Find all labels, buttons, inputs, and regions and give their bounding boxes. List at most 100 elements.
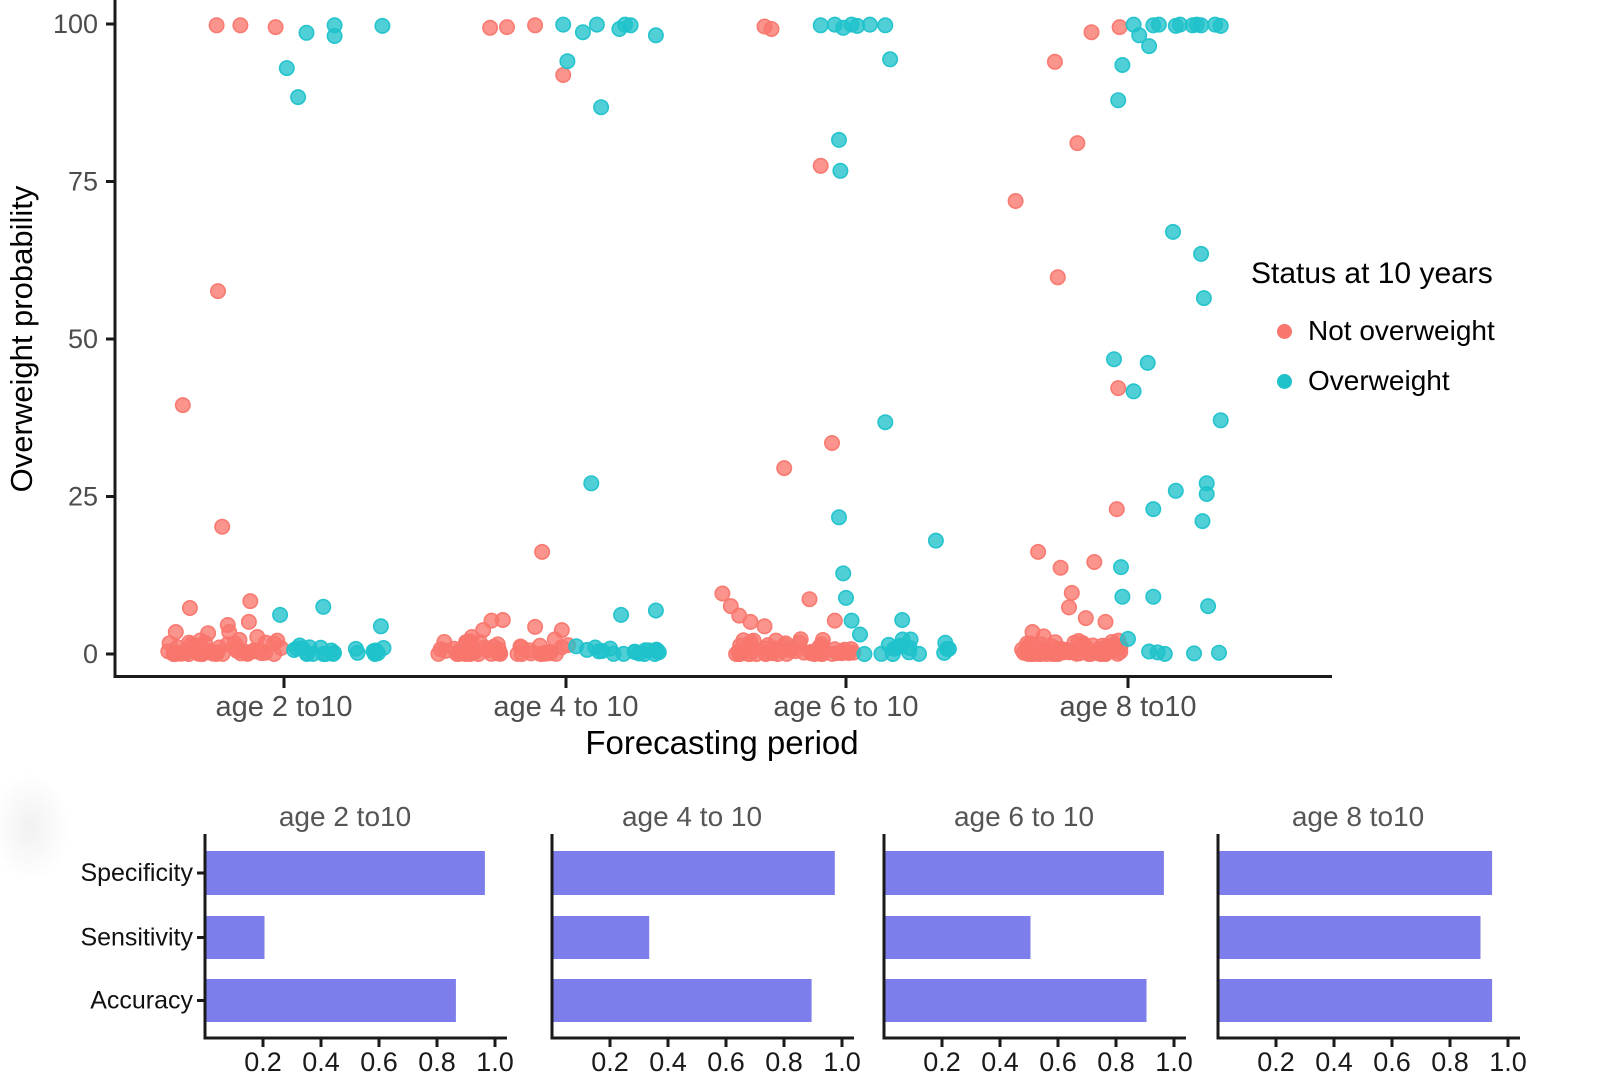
scatter-point-not-overweight	[768, 640, 785, 657]
scatter-point-not-overweight	[1029, 645, 1046, 662]
scatter-point-overweight	[568, 638, 585, 655]
panel-x-tick-label: 0.8	[1097, 1047, 1135, 1077]
scatter-point-overweight	[301, 639, 318, 656]
scatter-point-overweight	[1139, 354, 1156, 371]
scatter-point-not-overweight	[200, 625, 217, 642]
scatter-point-not-overweight	[812, 157, 829, 174]
scatter-point-overweight	[574, 24, 591, 41]
legend: Status at 10 years Not overweight Overwe…	[1251, 256, 1495, 406]
scatter-point-not-overweight	[167, 645, 184, 662]
metric-bar-accuracy	[1219, 979, 1493, 1022]
panel-x-tick-label: 0.4	[649, 1047, 687, 1077]
scatter-point-overweight	[1165, 223, 1182, 240]
bar-panel: age 4 to 10 0.2 0.4 0.6 0.8 1.0	[550, 801, 861, 1077]
scatter-point-not-overweight	[242, 593, 259, 610]
panel-x-tick-label: 0.2	[923, 1047, 961, 1077]
scatter-point-overweight	[1200, 598, 1217, 615]
scatter-point-not-overweight	[208, 17, 225, 34]
scatter-point-not-overweight	[1080, 645, 1097, 662]
scatter-point-not-overweight	[249, 628, 266, 645]
scatter-point-overweight	[927, 532, 944, 549]
scatter-point-not-overweight	[214, 518, 231, 535]
scatter-point-not-overweight	[210, 283, 227, 300]
scatter-point-overweight	[647, 602, 664, 619]
scatter-point-overweight	[1186, 645, 1203, 662]
scatter-point-overweight	[278, 60, 295, 77]
panel-x-tick-label: 0.8	[765, 1047, 803, 1077]
scatter-point-overweight	[1150, 16, 1167, 33]
scatter-point-overweight	[647, 27, 664, 44]
scatter-point-not-overweight	[1046, 53, 1063, 70]
panel-x-tick-label: 0.2	[1257, 1047, 1295, 1077]
legend-item-label-not-overweight: Not overweight	[1308, 315, 1495, 346]
scatter-point-overweight	[605, 645, 622, 662]
scatter-point-overweight	[830, 509, 847, 526]
metric-bar-specificity	[553, 851, 835, 895]
scatter-point-not-overweight	[1035, 628, 1052, 645]
panel-x-tick-label: 0.6	[707, 1047, 745, 1077]
scatter-point-not-overweight	[174, 397, 191, 414]
y-tick-label: 100	[53, 9, 98, 39]
metric-bar-sensitivity	[1219, 916, 1481, 959]
metric-bar-accuracy	[885, 979, 1147, 1022]
y-tick-label: 75	[68, 167, 98, 197]
scatter-point-overweight	[326, 27, 343, 44]
x-category-label: age 2 to10	[215, 691, 352, 723]
scatter-point-overweight	[298, 24, 315, 41]
scatter-point-overweight	[1212, 412, 1229, 429]
scatter-point-overweight	[851, 626, 868, 643]
bar-panel: age 8 to10 0.2 0.4 0.6 0.8 1.0	[1216, 801, 1527, 1077]
scatter-point-overweight	[1167, 482, 1184, 499]
legend-title: Status at 10 years	[1251, 257, 1493, 290]
y-tick-label: 0	[83, 639, 98, 669]
panel-x-tick-label: 1.0	[1489, 1047, 1527, 1077]
scatter-point-not-overweight	[1049, 269, 1066, 286]
scatter-point-overweight	[1145, 588, 1162, 605]
scatter-point-overweight	[613, 606, 630, 623]
scatter-point-overweight	[347, 640, 364, 657]
scatter-point-overweight	[622, 17, 639, 34]
scatter-point-not-overweight	[1052, 643, 1069, 660]
scatter-point-not-overweight	[167, 623, 184, 640]
scatter-point-not-overweight	[742, 613, 759, 630]
scatter-point-overweight	[315, 598, 332, 615]
scatter-point-overweight	[1145, 501, 1162, 518]
legend-item-not-overweight: Not overweight	[1251, 306, 1495, 356]
bar-panel-title: age 2 to10	[279, 801, 411, 832]
row-label-accuracy: Accuracy	[90, 987, 193, 1015]
scatter-point-not-overweight	[1063, 584, 1080, 601]
scatter-point-overweight	[812, 17, 829, 34]
panel-x-tick-label: 0.4	[302, 1047, 340, 1077]
panel-x-tick-label: 1.0	[1155, 1047, 1193, 1077]
scatter-point-overweight	[1110, 92, 1127, 109]
scatter-point-not-overweight	[1061, 599, 1078, 616]
scatter-point-not-overweight	[214, 645, 231, 662]
scatter-point-overweight	[1125, 383, 1142, 400]
scatter-point-overweight	[272, 606, 289, 623]
scatter-point-overweight	[1106, 351, 1123, 368]
scatter-point-not-overweight	[240, 613, 257, 630]
scatter-point-not-overweight	[763, 20, 780, 37]
panel-x-tick-label: 1.0	[823, 1047, 861, 1077]
scatter-point-overweight	[588, 16, 605, 33]
scatter-point-not-overweight	[792, 631, 809, 648]
scatter-point-not-overweight	[1097, 645, 1114, 662]
x-category-label: age 6 to 10	[773, 691, 918, 723]
scatter-point-not-overweight	[1110, 380, 1127, 397]
scatter-point-not-overweight	[714, 585, 731, 602]
scatter-point-overweight	[832, 162, 849, 179]
metric-bar-accuracy	[553, 979, 812, 1022]
scatter-point-not-overweight	[1086, 553, 1103, 570]
scatter-point-not-overweight	[185, 638, 202, 655]
x-axis-title: Forecasting period	[585, 724, 858, 761]
scatter-point-overweight	[1141, 38, 1158, 55]
scatter-point-overweight	[555, 16, 572, 33]
scatter-point-overweight	[861, 16, 878, 33]
scatter-point-not-overweight	[498, 19, 515, 36]
legend-item-label-overweight: Overweight	[1308, 365, 1450, 396]
scatter-point-not-overweight	[732, 637, 749, 654]
scatter-point-not-overweight	[527, 618, 544, 635]
bar-panel-title: age 6 to 10	[954, 801, 1094, 832]
scatter-point-overweight	[830, 131, 847, 148]
scatter-point-not-overweight	[232, 17, 249, 34]
